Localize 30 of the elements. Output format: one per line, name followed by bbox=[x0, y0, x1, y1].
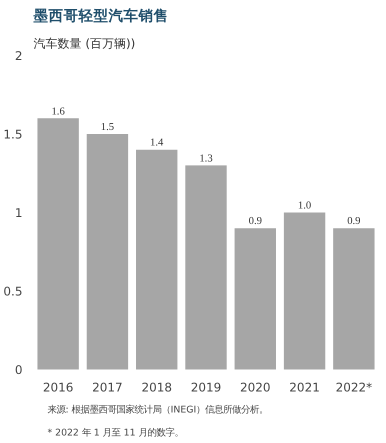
data-label: 1.3 bbox=[199, 153, 213, 164]
bar bbox=[136, 150, 178, 370]
bar bbox=[86, 134, 128, 370]
bar bbox=[185, 165, 227, 370]
x-tick-label: 2022* bbox=[336, 380, 372, 394]
y-tick-label: 1.5 bbox=[3, 128, 23, 142]
data-label: 1.6 bbox=[51, 106, 66, 118]
chart-title: 墨西哥轻型汽车销售 bbox=[32, 6, 168, 24]
x-tick-label: 2016 bbox=[42, 380, 74, 394]
y-axis-title: 汽车数量 (百万辆)) bbox=[34, 36, 136, 50]
x-tick-label: 2019 bbox=[190, 380, 222, 394]
bar bbox=[333, 228, 375, 370]
data-label: 1.0 bbox=[298, 200, 312, 212]
y-tick-label: 0.5 bbox=[3, 284, 23, 298]
text: * 2022 年 1 月至 11 月的数字。 bbox=[48, 428, 184, 438]
bar bbox=[234, 228, 276, 370]
y-tick-label: 1 bbox=[14, 206, 23, 220]
x-tick-label: 2017 bbox=[92, 380, 123, 394]
x-tick-label: 2021 bbox=[289, 380, 320, 394]
y-tick-label: 2 bbox=[14, 49, 23, 63]
source-note: 来源: 根据墨西哥国家统计局（INEGI）信息所做分析。 bbox=[48, 404, 268, 416]
x-tick-label: 2018 bbox=[141, 380, 172, 394]
data-label: 0.9 bbox=[248, 216, 262, 228]
bar bbox=[37, 118, 79, 370]
data-label: 0.9 bbox=[347, 216, 361, 228]
bar bbox=[284, 212, 326, 370]
data-label: 1.4 bbox=[150, 138, 164, 149]
y-tick-label: 0 bbox=[14, 363, 23, 377]
x-tick-label: 2020 bbox=[240, 380, 271, 394]
data-label: 1.5 bbox=[100, 122, 114, 133]
